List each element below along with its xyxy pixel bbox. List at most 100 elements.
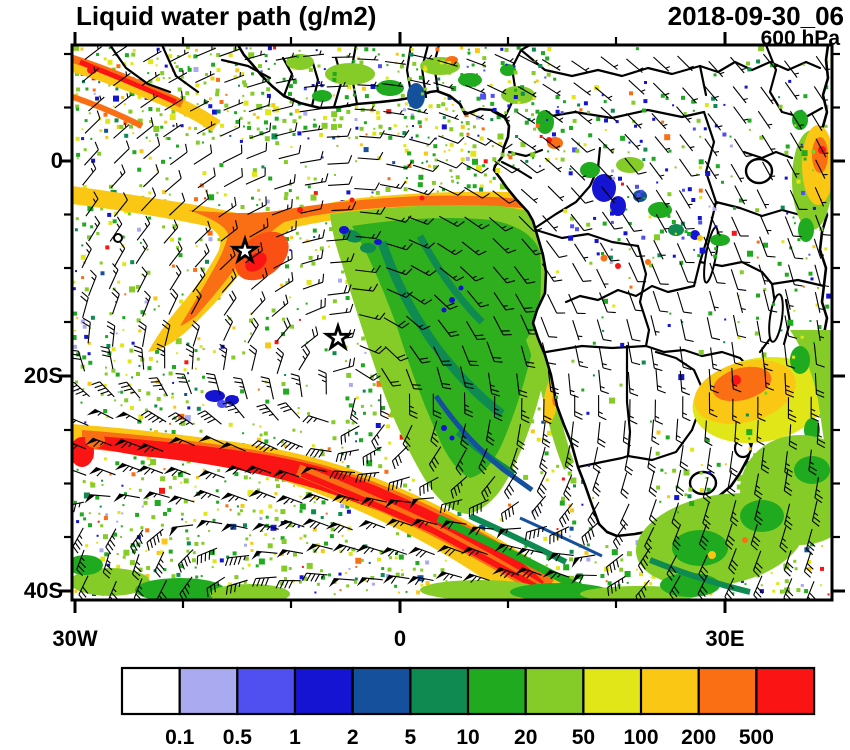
colorbar-cell-7 [524,666,585,716]
cloud-patch [407,83,425,109]
colorbar-label-2: 2 [347,726,359,749]
lat-label-20s: 20S [24,363,63,388]
colorbar-cell-10 [697,666,758,716]
coastal-cloud-strip [790,330,831,470]
colorbar-label-0.5: 0.5 [223,726,253,749]
cloud-spot [449,297,455,303]
colorbar-label-100: 100 [623,726,658,749]
cloud-spot [441,307,447,313]
postfrontal-streak [519,516,603,558]
cloud-patch [580,162,600,178]
colorbar-label-20: 20 [514,726,537,749]
cloud-spot [374,239,382,245]
country-border [534,228,640,248]
postfrontal-streak [468,513,568,565]
cloud-patch [501,86,535,104]
cloud-core [812,137,828,173]
cloud-spot [600,254,608,262]
cloud-spot [615,263,621,269]
colorbar-cell-6 [466,666,527,716]
cloud-patch [672,530,728,566]
cloud-spot [217,400,227,408]
country-border [500,160,533,180]
cloud-patch [135,578,225,599]
axis-ticks [59,32,845,613]
colorbar-cell-8 [582,666,643,716]
cloud-spot [339,226,349,234]
country-border [564,284,696,304]
colorbar-cell-3 [293,666,354,716]
cloud-spot [708,551,716,559]
deck-edge-streak [433,394,534,493]
cloud-patch [286,54,314,70]
cloud-spot [360,243,376,253]
country-border [698,260,826,288]
cloud-spot [742,537,748,543]
cloud-patch [325,63,375,85]
cloud-spot [458,285,464,291]
colorbar-cell-11 [755,666,816,716]
country-border [644,344,704,358]
cloud-patch [592,174,616,202]
cloud-spot [731,375,741,385]
cloud-patch [210,584,290,599]
star-marker-2 [322,321,354,352]
country-border [625,344,632,458]
country-border [220,58,272,80]
colorbar-label-1: 1 [289,726,301,749]
colorbar-cell-9 [639,666,700,716]
wind-barb-field [73,46,831,599]
cloud-patch [73,568,150,596]
deck-streak [377,240,505,418]
cloud-spot [697,235,703,241]
country-border [281,56,294,98]
colorbar-label-10: 10 [456,726,479,749]
country-border [576,454,630,469]
cloud-patch [420,580,540,599]
colorbar-cell-5 [409,666,470,716]
datetime-label: 2018-09-30_06 [667,1,844,31]
cloud-streak [648,557,751,595]
lon-label-30e: 30E [705,626,744,651]
cloud-streak [73,93,144,129]
cloud-patch [312,90,332,102]
colorbar-label-5: 5 [405,726,417,749]
lon-label-0: 0 [394,626,406,651]
pressure-level-label: 600 hPa [760,27,840,50]
country-border [109,46,172,94]
cloud-patch [668,224,684,236]
colorbar-cell-2 [236,666,297,716]
cloud-patch [458,73,482,87]
cloud-patch [798,218,814,242]
cloud-spot [297,207,303,213]
cloud-patch [794,456,830,484]
frontal-band-core [96,436,544,590]
colorbar-label-50: 50 [572,726,595,749]
trade-cloud-band-core [180,195,548,326]
lon-label-30w: 30W [52,626,97,651]
cloud-spot [441,425,447,431]
lake-malawi [768,293,784,343]
lake-victoria [744,157,774,185]
cloud-spot [419,195,425,201]
page-title: Liquid water path (g/m2) [76,1,377,31]
country-border [161,46,200,94]
colorbar-label-200: 200 [681,726,716,749]
cloud-patch [376,80,404,96]
colorbar-label-0.1: 0.1 [165,726,195,749]
cloud-patch [740,500,784,532]
cloud-spot [449,435,455,441]
colorbar-cell-1 [178,666,239,716]
circle-marker [113,233,123,243]
colorbar-cell-4 [351,666,412,716]
cloud-core [712,366,772,402]
cloud-patch [710,234,730,246]
lat-label-40s: 40S [24,578,63,603]
country-border [636,244,651,348]
deck-streak [416,234,485,325]
colorbar: 0.1 0.5 1 2 5 10 20 50 100 200 500 [120,666,816,749]
colorbar-label-500: 500 [739,726,774,749]
cloud-patch [790,346,810,374]
